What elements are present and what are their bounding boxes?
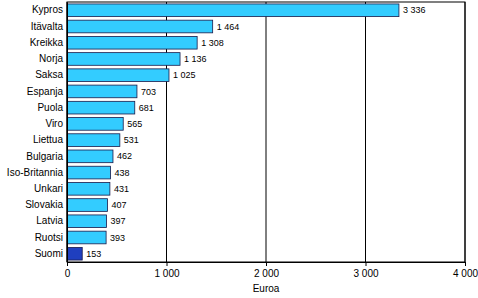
y-tick: Norja — [39, 53, 67, 64]
x-tick-label: 3 000 — [353, 268, 378, 279]
data-label: 3 336 — [403, 5, 426, 15]
x-tick: 1 000 — [154, 262, 179, 279]
y-tick-label: Saksa — [35, 69, 63, 80]
data-label: 1 136 — [184, 54, 207, 64]
data-label: 462 — [117, 151, 132, 161]
y-tick-label: Latvia — [36, 215, 63, 226]
y-tick: Puola — [37, 102, 67, 113]
y-tick-label: Iso-Britannia — [7, 167, 64, 178]
y-axis: Kypros Itävalta Kreikka Norja Saksa Espanja Pu… — [7, 3, 68, 263]
bar — [67, 166, 111, 179]
y-tick: Kreikka — [30, 37, 67, 48]
data-label: 1 464 — [217, 22, 240, 32]
y-tick: Saksa — [35, 69, 67, 80]
plot: 3 336 1 464 1 308 1 136 1 025 703 681 565 531 462… — [7, 2, 478, 279]
bar — [67, 182, 110, 195]
grid-line — [365, 2, 366, 262]
y-axis-line — [67, 3, 68, 263]
y-tick-label: Viro — [45, 118, 63, 129]
x-tick-mark — [465, 262, 466, 266]
bar — [67, 20, 213, 33]
plot-frame — [67, 2, 465, 262]
y-tick-label: Kypros — [32, 4, 63, 15]
x-tick-label: 2 000 — [254, 268, 279, 279]
y-tick: Bulgaria — [26, 151, 67, 162]
x-tick-mark — [366, 262, 367, 266]
bar — [67, 101, 135, 114]
x-tick-mark — [167, 262, 168, 266]
y-tick: Latvia — [36, 215, 67, 226]
y-tick: Suomi — [35, 248, 67, 259]
y-tick: Ruotsi — [35, 232, 67, 243]
y-tick-label: Ruotsi — [35, 232, 63, 243]
y-tick-label: Kreikka — [30, 37, 64, 48]
y-tick: Viro — [45, 118, 67, 129]
data-label: 431 — [114, 184, 129, 194]
data-label: 703 — [141, 87, 156, 97]
y-tick-label: Unkari — [34, 183, 63, 194]
bar — [67, 199, 107, 212]
x-tick: 0 — [65, 262, 71, 279]
y-tick: Itävalta — [31, 21, 67, 32]
y-tick: Unkari — [34, 183, 67, 194]
y-tick-label: Puola — [37, 102, 63, 113]
chart: 3 336 1 464 1 308 1 136 1 025 703 681 565 531 462… — [0, 0, 478, 298]
data-label: 531 — [124, 135, 139, 145]
bar — [67, 53, 180, 66]
bar — [67, 118, 123, 131]
x-tick-label: 0 — [65, 268, 71, 279]
x-tick-mark — [67, 262, 68, 266]
y-tick-label: Norja — [39, 53, 63, 64]
data-label: 681 — [139, 103, 154, 113]
x-axis-title: Euroa — [253, 283, 280, 294]
bar — [67, 4, 399, 17]
bar — [67, 231, 106, 244]
y-tick: Slovakia — [25, 199, 67, 210]
y-tick-label: Liettua — [33, 134, 63, 145]
data-label: 438 — [115, 168, 130, 178]
data-label: 153 — [86, 249, 101, 259]
bar — [67, 85, 137, 98]
y-tick: Kypros — [32, 4, 67, 15]
x-tick-label: 4 000 — [453, 268, 478, 279]
data-label: 565 — [127, 119, 142, 129]
grid — [67, 2, 465, 262]
y-tick-label: Suomi — [35, 248, 63, 259]
y-tick-label: Bulgaria — [26, 151, 63, 162]
x-tick: 3 000 — [353, 262, 378, 279]
x-axis-line — [68, 263, 466, 267]
data-label: 1 308 — [201, 38, 224, 48]
x-axis: 0 1 000 2 000 3 000 4 000 — [65, 262, 478, 279]
y-tick-label: Itävalta — [31, 21, 64, 32]
grid-line — [266, 2, 267, 262]
x-tick: 2 000 — [254, 262, 279, 279]
bar — [67, 134, 120, 147]
y-tick: Liettua — [33, 134, 67, 145]
data-labels: 3 336 1 464 1 308 1 136 1 025 703 681 565 531 462… — [86, 5, 425, 258]
x-tick-mark — [266, 262, 267, 266]
x-tick: 4 000 — [453, 262, 478, 279]
data-label: 397 — [111, 216, 126, 226]
bars — [67, 4, 399, 260]
y-tick-label: Slovakia — [25, 199, 63, 210]
data-label: 407 — [111, 200, 126, 210]
y-tick-label: Espanja — [27, 86, 64, 97]
bar — [67, 150, 113, 163]
y-tick: Iso-Britannia — [7, 167, 67, 178]
bar — [67, 36, 197, 49]
data-label: 393 — [110, 233, 125, 243]
data-label: 1 025 — [173, 70, 196, 80]
y-tick: Espanja — [27, 86, 67, 97]
bar — [67, 215, 107, 228]
bar — [67, 69, 169, 82]
x-tick-label: 1 000 — [154, 268, 179, 279]
bar — [67, 247, 82, 260]
